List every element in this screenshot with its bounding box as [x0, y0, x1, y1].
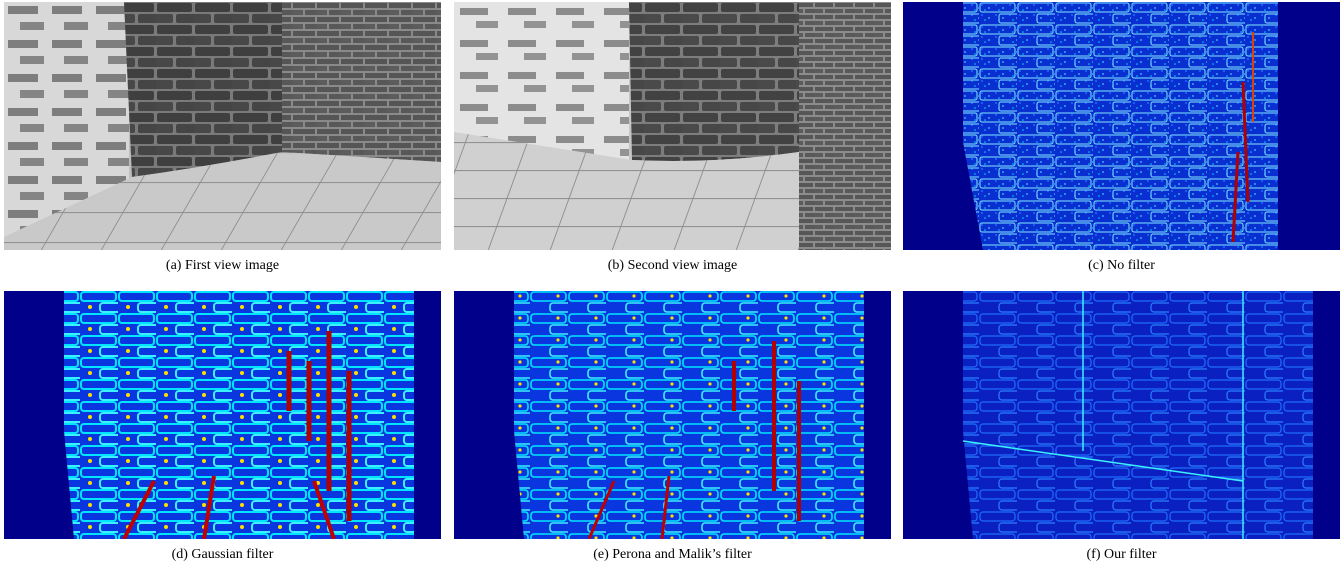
- panel-no-filter: (c) No filter: [903, 2, 1340, 276]
- error-map-perona-malik: [454, 291, 891, 539]
- error-map-no-filter: [903, 2, 1340, 250]
- caption-b: (b) Second view image: [607, 258, 738, 273]
- caption-d: (d) Gaussian filter: [171, 547, 274, 562]
- error-map-gaussian: [4, 291, 441, 539]
- error-map-our-filter: [903, 291, 1340, 539]
- caption-a: (a) First view image: [165, 258, 280, 273]
- panel-perona-malik-filter: (e) Perona and Malik’s filter: [454, 291, 891, 565]
- panel-first-view: (a) First view image: [4, 2, 441, 276]
- second-view-image: [454, 2, 891, 250]
- panel-our-filter: (f) Our filter: [903, 291, 1340, 565]
- panel-gaussian-filter: (d) Gaussian filter: [4, 291, 441, 565]
- caption-f: (f) Our filter: [1086, 547, 1157, 562]
- first-view-image: [4, 2, 441, 250]
- caption-c: (c) No filter: [1088, 258, 1155, 273]
- panel-second-view: (b) Second view image: [454, 2, 891, 276]
- caption-e: (e) Perona and Malik’s filter: [593, 547, 752, 562]
